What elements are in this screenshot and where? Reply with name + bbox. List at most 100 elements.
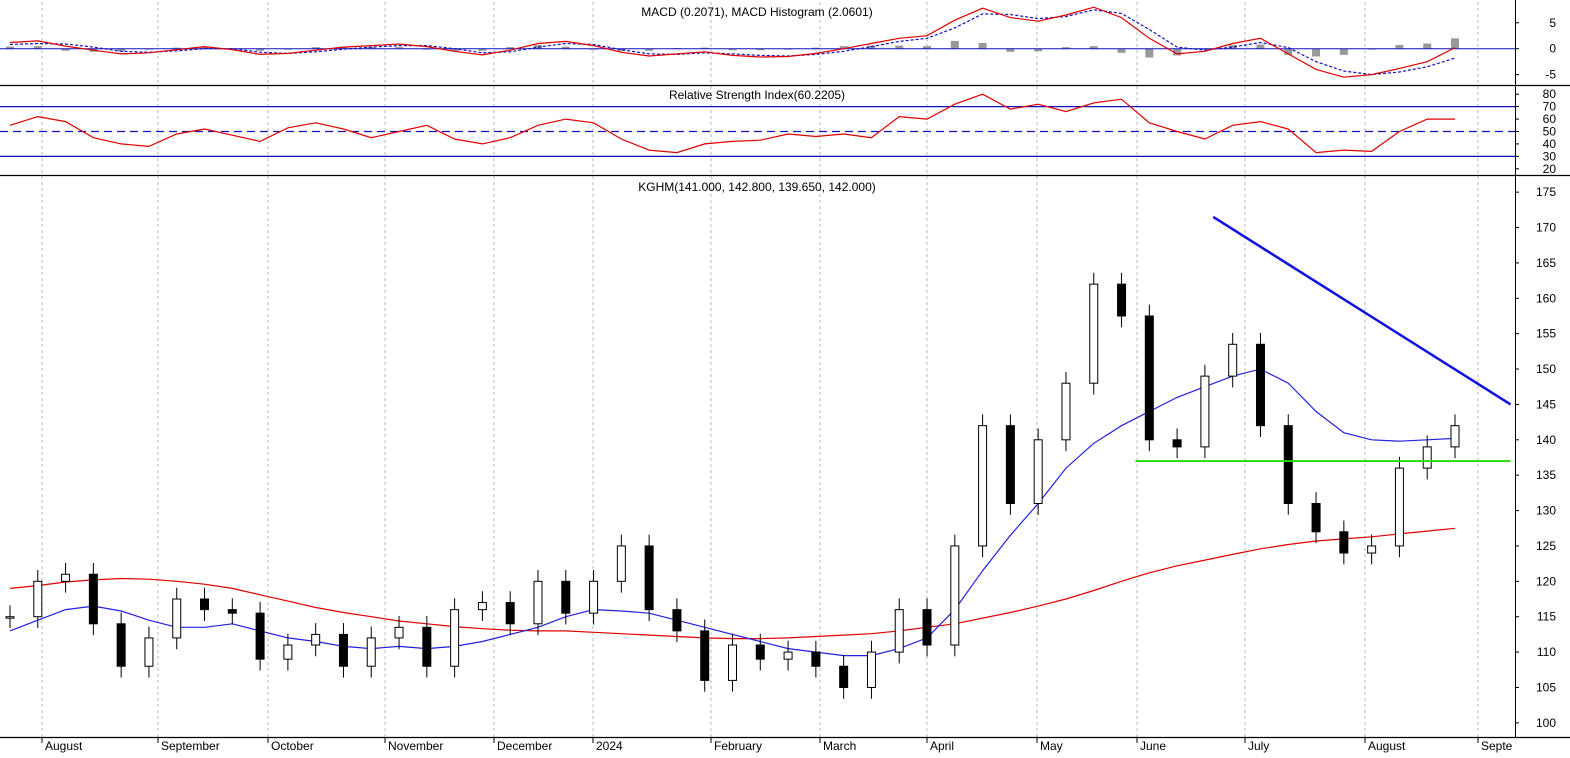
x-tick-label: August: [1368, 739, 1406, 753]
price-tick-label: 155: [1536, 327, 1556, 341]
macd-histogram-bar: [6, 46, 14, 49]
macd-histogram-bar: [478, 48, 487, 51]
candle-body: [1172, 439, 1182, 448]
macd-histogram-bar: [1173, 48, 1182, 56]
macd-histogram-bar: [1200, 48, 1209, 50]
macd-histogram-bar: [811, 47, 820, 49]
rsi-tick-label: 30: [1543, 149, 1557, 163]
candle-body: [1450, 425, 1460, 448]
macd-histogram-bar: [895, 45, 904, 49]
macd-histogram-bar: [1228, 45, 1237, 49]
candle-body: [1228, 343, 1238, 377]
macd-histogram-bar: [923, 46, 932, 49]
candle-body: [783, 651, 793, 660]
x-tick-label: Septe: [1481, 739, 1513, 753]
downtrend-line: [1212, 215, 1512, 406]
x-tick-label: July: [1248, 739, 1269, 753]
long-moving-average: [9, 527, 1456, 640]
candle-body: [561, 580, 571, 614]
candle-body: [1117, 283, 1127, 317]
price-panel-title: KGHM(141.000, 142.800, 139.650, 142.000): [638, 180, 876, 194]
macd-histogram-bar: [311, 47, 320, 49]
candle-body: [311, 633, 321, 646]
x-tick-label: December: [497, 739, 552, 753]
macd-histogram-bar: [1312, 48, 1321, 57]
macd-histogram-bar: [645, 48, 654, 51]
macd-histogram-bar: [256, 48, 265, 51]
candle-body: [616, 545, 626, 582]
x-tick-label: February: [714, 739, 762, 753]
mid-moving-average: [9, 368, 1456, 657]
candle-body: [338, 633, 348, 667]
x-tick-label: June: [1140, 739, 1166, 753]
candle-body: [366, 637, 376, 667]
macd-histogram-bar: [61, 48, 70, 51]
candle-body: [200, 598, 210, 611]
rsi-tick-label: 20: [1543, 162, 1557, 176]
price-tick-label: 120: [1536, 574, 1556, 588]
candle-body: [505, 602, 515, 625]
candle-body: [533, 580, 543, 625]
price-tick-label: 125: [1536, 539, 1556, 553]
candle-body: [755, 644, 765, 660]
candle-body: [589, 580, 599, 614]
macd-histogram-bar: [1089, 46, 1098, 49]
price-tick-label: 165: [1536, 256, 1556, 270]
rsi-line: [9, 93, 1455, 154]
candle-body: [61, 573, 71, 582]
macd-histogram-bar: [950, 40, 959, 49]
price-tick-label: 145: [1536, 397, 1556, 411]
rsi-tick-label: 50: [1543, 125, 1557, 139]
x-tick-label: October: [271, 739, 314, 753]
candle-body: [1367, 545, 1377, 554]
candle-body: [33, 580, 43, 618]
rsi-tick-label: 60: [1543, 112, 1557, 126]
macd-histogram-bar: [756, 48, 765, 51]
candle-body: [1089, 283, 1099, 384]
candle-body: [477, 602, 487, 611]
candle-body: [5, 616, 15, 619]
candle-body: [172, 598, 182, 639]
macd-histogram-bar: [1061, 47, 1070, 49]
macd-histogram-bar: [617, 48, 626, 52]
rsi-panel: [0, 93, 1515, 157]
macd-histogram-bar: [700, 47, 709, 49]
candle-body: [283, 644, 293, 660]
price-tick-label: 110: [1537, 645, 1556, 659]
macd-panel-title: MACD (0.2071), MACD Histogram (2.0601): [641, 5, 872, 19]
x-tick-label: May: [1040, 739, 1063, 753]
candle-body: [950, 545, 960, 646]
candle-body: [88, 573, 98, 625]
rsi-tick-label: 70: [1543, 100, 1557, 114]
price-tick-label: 115: [1537, 610, 1556, 624]
grid-layer: [41, 2, 1479, 737]
macd-histogram-bar: [1034, 48, 1043, 52]
macd-tick-label: 5: [1549, 16, 1556, 30]
price-tick-label: 140: [1536, 433, 1556, 447]
macd-histogram-bar: [450, 48, 459, 52]
candle-body: [700, 630, 710, 681]
macd-histogram-bar: [839, 46, 848, 49]
macd-histogram-bar: [589, 48, 598, 50]
macd-histogram-bar: [395, 47, 404, 49]
candle-body: [1061, 382, 1071, 441]
macd-histogram-bar: [117, 48, 126, 52]
panel-frames: [0, 0, 1570, 739]
macd-histogram-bar: [561, 46, 570, 49]
rsi-panel-title: Relative Strength Index(60.2205): [669, 88, 845, 102]
candle-body: [1394, 467, 1404, 547]
candle-body: [644, 545, 654, 611]
x-tick-label: November: [388, 739, 443, 753]
candle-body: [1422, 446, 1432, 469]
candle-body: [728, 644, 737, 681]
macd-signal-line: [9, 9, 1456, 76]
candle-body: [1311, 502, 1321, 533]
candle-body: [1033, 439, 1043, 504]
price-tick-label: 150: [1536, 362, 1556, 376]
macd-histogram-bar: [978, 42, 987, 49]
macd-tick-label: 0: [1549, 42, 1556, 56]
macd-panel: [0, 6, 1515, 78]
x-tick-label: April: [930, 739, 954, 753]
candle-body: [866, 651, 876, 688]
candle-body: [811, 651, 821, 667]
